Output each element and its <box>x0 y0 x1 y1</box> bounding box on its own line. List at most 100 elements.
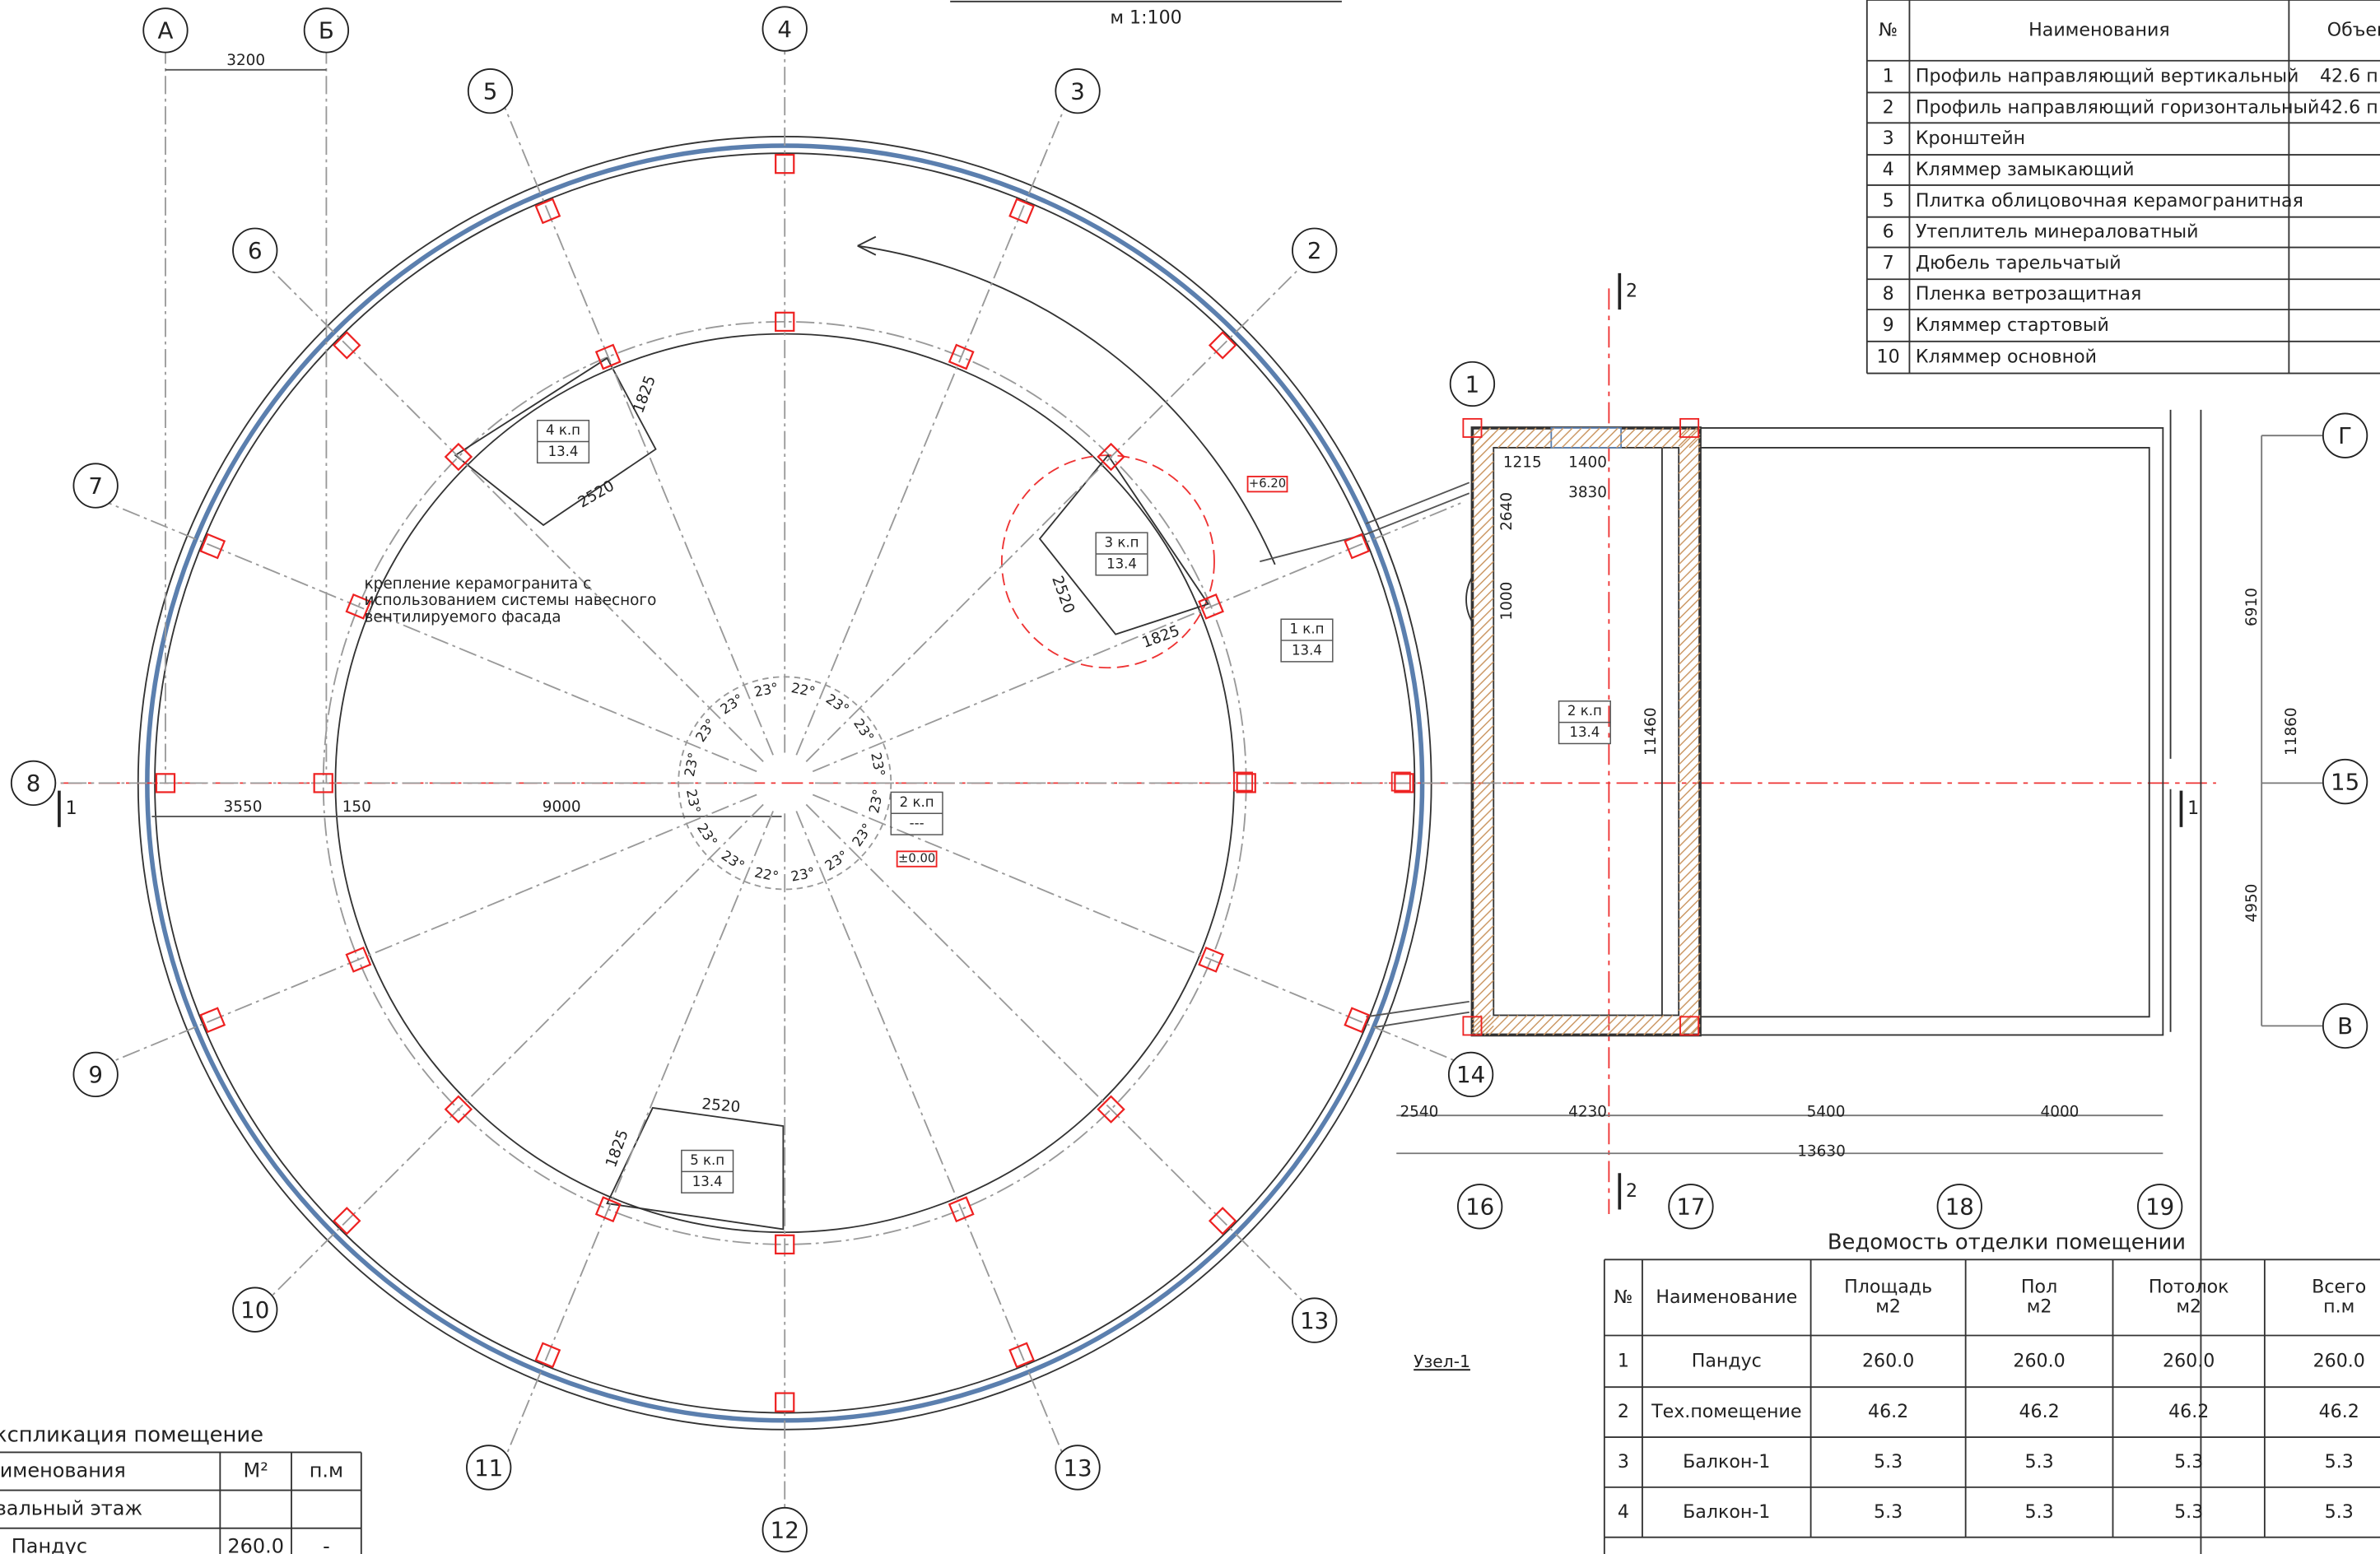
hatch <box>1488 1014 1510 1035</box>
hatch <box>1471 470 1494 492</box>
hatch <box>1678 688 1701 711</box>
table-cell: 5.3 <box>2024 1451 2053 1473</box>
hatch <box>1474 1016 1494 1035</box>
column <box>1208 331 1237 360</box>
hatch <box>1570 1014 1591 1035</box>
grid-label: 11 <box>474 1454 503 1482</box>
hatch <box>1471 798 1494 821</box>
hatch <box>1678 479 1701 501</box>
table-header: Пол м2 <box>2021 1276 2057 1317</box>
hatch <box>1678 907 1701 929</box>
hatch <box>1678 634 1701 657</box>
hatch <box>1471 961 1494 984</box>
hatch <box>1678 879 1701 902</box>
level-box <box>896 850 938 868</box>
dimension: 6910 <box>2243 588 2261 626</box>
hatch <box>1678 1007 1701 1030</box>
wall-edge <box>2169 409 2202 1554</box>
grid-bubble <box>1292 227 1338 273</box>
hatch <box>1678 588 1701 611</box>
hatch <box>1471 916 1494 938</box>
hatch <box>1634 1014 1656 1035</box>
hatch <box>1471 816 1494 839</box>
room-area: --- <box>910 816 925 831</box>
column <box>1679 417 1700 438</box>
hatch <box>1471 497 1494 520</box>
hatch <box>1678 816 1701 839</box>
table-cell: 5.3 <box>2174 1451 2203 1473</box>
room-area: 13.4 <box>1569 724 1600 740</box>
radial-axis <box>267 803 764 1301</box>
hatch <box>1661 427 1683 449</box>
hatch <box>1678 751 1701 775</box>
grid-bubble <box>2137 1184 2183 1230</box>
hatch <box>1552 1014 1573 1035</box>
hatch <box>1678 451 1701 474</box>
hatch <box>1471 943 1494 966</box>
dimension: 1215 <box>1503 454 1542 471</box>
hatch <box>1681 1016 1701 1035</box>
grid-label: 12 <box>771 1516 799 1543</box>
hatch <box>1471 643 1494 666</box>
hatch <box>1471 934 1494 957</box>
column <box>199 1007 226 1034</box>
hatch <box>1678 943 1701 966</box>
grid-bubble <box>1457 1184 1503 1230</box>
hatch <box>1643 427 1665 449</box>
table-header: Всего п.м <box>2312 1276 2366 1317</box>
hatch <box>1525 1014 1546 1035</box>
table-cell: Профиль направляющий вертикальный <box>1916 66 2299 87</box>
grid-bubble <box>142 7 189 54</box>
dimension: 2520 <box>701 1096 742 1116</box>
table-cell: 260.0 <box>227 1535 284 1554</box>
section-label: 1 <box>66 798 77 819</box>
dimension: 3550 <box>224 798 263 816</box>
note: крепление керамогранита с <box>365 575 592 593</box>
hatch <box>1678 733 1701 756</box>
table-cell: Кляммер замыкающий <box>1916 159 2135 180</box>
hatch <box>1678 979 1701 1003</box>
hatch <box>1678 989 1701 1012</box>
grid-label: В <box>2337 1012 2353 1040</box>
hatch <box>1678 597 1701 620</box>
column <box>775 153 795 174</box>
table-cell: 9 <box>1883 314 1894 336</box>
table-header: Наименования <box>0 1459 126 1482</box>
column <box>313 773 333 793</box>
table-cell: 2 <box>1883 96 1894 118</box>
column <box>1390 771 1411 792</box>
table-cell: Дюбель тарельчатый <box>1916 252 2122 273</box>
table-cell: 46.2 <box>2319 1401 2359 1422</box>
table-header: Объем <box>2327 19 2380 40</box>
column <box>594 1196 622 1223</box>
table-cell: Кронштейн <box>1916 128 2025 149</box>
hatch <box>1678 770 1701 793</box>
hatch <box>1516 427 1537 449</box>
column <box>1208 1207 1237 1235</box>
radial-axis <box>504 106 774 756</box>
table-cell: Профиль направляющий горизонтальный <box>1916 96 2320 118</box>
hatch <box>1678 779 1701 803</box>
column <box>948 343 975 370</box>
table-header: М² <box>244 1459 268 1482</box>
hatch <box>1471 706 1494 729</box>
grid-label: 17 <box>1676 1193 1705 1221</box>
table-cell: Пандус <box>12 1535 87 1554</box>
dimension: 2640 <box>1498 492 1516 531</box>
table-cell: - <box>323 1535 330 1554</box>
hatch <box>1570 427 1591 449</box>
hatch <box>1471 551 1494 575</box>
hatch <box>1561 427 1582 449</box>
hatch <box>1471 533 1494 556</box>
hatch <box>1471 888 1494 911</box>
node-label: Узел-1 <box>1414 1352 1470 1371</box>
radial-axis <box>812 793 1461 1064</box>
radial-axis <box>805 803 1303 1301</box>
column <box>155 773 176 793</box>
table-cell: 4 <box>1883 159 1894 180</box>
bridges <box>1260 482 1470 1029</box>
grid-label: 5 <box>483 77 498 105</box>
column <box>444 442 473 472</box>
hatch <box>1471 652 1494 675</box>
hatch <box>1507 427 1528 449</box>
